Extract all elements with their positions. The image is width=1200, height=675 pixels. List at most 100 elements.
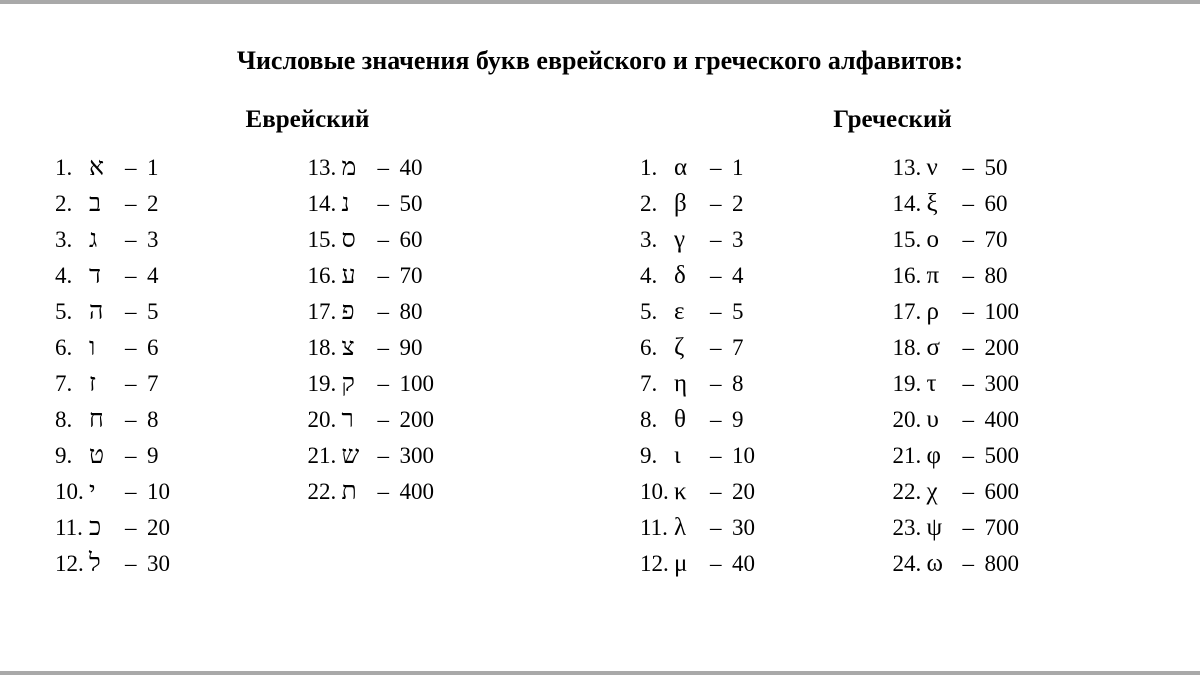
hebrew-entry-value: 7 (147, 366, 159, 402)
hebrew-entry-row: 5.ה–5 (55, 294, 308, 330)
greek-entry-index: 15. (893, 222, 927, 258)
greek-entry-value: 800 (985, 546, 1020, 582)
greek-entry-index: 19. (893, 366, 927, 402)
greek-entry-letter: τ (927, 366, 963, 402)
dash-separator: – (125, 402, 147, 438)
greek-entry-letter: ω (927, 546, 963, 582)
hebrew-entry-index: 22. (308, 474, 342, 510)
greek-entry-index: 9. (640, 438, 674, 474)
greek-entry-row: 11.λ–30 (640, 510, 893, 546)
dash-separator: – (710, 510, 732, 546)
hebrew-entry-index: 5. (55, 294, 89, 330)
dash-separator: – (710, 186, 732, 222)
hebrew-entry-value: 1 (147, 150, 159, 186)
hebrew-entry-value: 80 (400, 294, 423, 330)
greek-entry-value: 70 (985, 222, 1008, 258)
greek-entry-value: 600 (985, 474, 1020, 510)
hebrew-entry-letter: ח (89, 402, 125, 438)
dash-separator: – (125, 150, 147, 186)
dash-separator: – (963, 366, 985, 402)
greek-entry-value: 2 (732, 186, 744, 222)
greek-entry-letter: λ (674, 510, 710, 546)
hebrew-entry-letter: צ (342, 330, 378, 366)
greek-entry-index: 20. (893, 402, 927, 438)
hebrew-entry-letter: ת (342, 474, 378, 510)
hebrew-entry-value: 70 (400, 258, 423, 294)
greek-entry-row: 17.ρ–100 (893, 294, 1146, 330)
greek-entry-row: 10.κ–20 (640, 474, 893, 510)
greek-entry-row: 4.δ–4 (640, 258, 893, 294)
hebrew-entry-value: 100 (400, 366, 435, 402)
greek-columns: 1.α–12.β–23.γ–34.δ–45.ε–56.ζ–77.η–88.θ–9… (640, 150, 1145, 582)
greek-entry-value: 700 (985, 510, 1020, 546)
greek-entry-row: 23.ψ–700 (893, 510, 1146, 546)
dash-separator: – (963, 510, 985, 546)
greek-entry-index: 11. (640, 510, 674, 546)
frame-top-border (0, 0, 1200, 4)
greek-entry-index: 16. (893, 258, 927, 294)
dash-separator: – (963, 438, 985, 474)
dash-separator: – (125, 222, 147, 258)
hebrew-entry-letter: ז (89, 366, 125, 402)
hebrew-entry-value: 5 (147, 294, 159, 330)
dash-separator: – (378, 222, 400, 258)
greek-entry-index: 10. (640, 474, 674, 510)
greek-section: Греческий 1.α–12.β–23.γ–34.δ–45.ε–56.ζ–7… (640, 106, 1145, 582)
dash-separator: – (963, 186, 985, 222)
dash-separator: – (125, 330, 147, 366)
hebrew-entry-row: 17.פ–80 (308, 294, 561, 330)
hebrew-entry-row: 21.ש–300 (308, 438, 561, 474)
hebrew-entry-row: 1.א–1 (55, 150, 308, 186)
hebrew-entry-value: 40 (400, 150, 423, 186)
hebrew-heading: Еврейский (55, 106, 560, 134)
hebrew-entry-index: 3. (55, 222, 89, 258)
greek-entry-value: 80 (985, 258, 1008, 294)
hebrew-entry-value: 6 (147, 330, 159, 366)
hebrew-entry-letter: ט (89, 438, 125, 474)
greek-entry-row: 6.ζ–7 (640, 330, 893, 366)
greek-entry-letter: β (674, 186, 710, 222)
hebrew-entry-index: 12. (55, 546, 89, 582)
hebrew-entry-index: 20. (308, 402, 342, 438)
greek-column-2: 13.ν–5014.ξ–6015.ο–7016.π–8017.ρ–10018.σ… (893, 150, 1146, 582)
greek-entry-value: 200 (985, 330, 1020, 366)
hebrew-entry-letter: ק (342, 366, 378, 402)
greek-entry-row: 16.π–80 (893, 258, 1146, 294)
greek-entry-row: 20.υ–400 (893, 402, 1146, 438)
greek-entry-letter: γ (674, 222, 710, 258)
hebrew-entry-index: 14. (308, 186, 342, 222)
hebrew-entry-row: 12.ל–30 (55, 546, 308, 582)
hebrew-entry-value: 4 (147, 258, 159, 294)
greek-entry-value: 8 (732, 366, 744, 402)
greek-entry-index: 7. (640, 366, 674, 402)
greek-column-1: 1.α–12.β–23.γ–34.δ–45.ε–56.ζ–77.η–88.θ–9… (640, 150, 893, 582)
greek-entry-index: 23. (893, 510, 927, 546)
dash-separator: – (125, 546, 147, 582)
hebrew-entry-index: 1. (55, 150, 89, 186)
hebrew-entry-value: 30 (147, 546, 170, 582)
hebrew-entry-letter: ה (89, 294, 125, 330)
greek-entry-letter: ν (927, 150, 963, 186)
greek-entry-value: 60 (985, 186, 1008, 222)
dash-separator: – (710, 402, 732, 438)
dash-separator: – (710, 330, 732, 366)
hebrew-entry-index: 18. (308, 330, 342, 366)
dash-separator: – (963, 402, 985, 438)
dash-separator: – (378, 438, 400, 474)
greek-entry-index: 21. (893, 438, 927, 474)
hebrew-entry-row: 11.כ–20 (55, 510, 308, 546)
dash-separator: – (125, 258, 147, 294)
hebrew-entry-index: 4. (55, 258, 89, 294)
hebrew-entry-value: 60 (400, 222, 423, 258)
greek-entry-letter: σ (927, 330, 963, 366)
hebrew-entry-row: 10.י–10 (55, 474, 308, 510)
hebrew-entry-letter: ש (342, 438, 378, 474)
hebrew-entry-letter: ע (342, 258, 378, 294)
greek-entry-value: 500 (985, 438, 1020, 474)
dash-separator: – (963, 222, 985, 258)
greek-entry-value: 7 (732, 330, 744, 366)
dash-separator: – (710, 366, 732, 402)
dash-separator: – (710, 258, 732, 294)
dash-separator: – (710, 438, 732, 474)
hebrew-entry-row: 4.ד–4 (55, 258, 308, 294)
